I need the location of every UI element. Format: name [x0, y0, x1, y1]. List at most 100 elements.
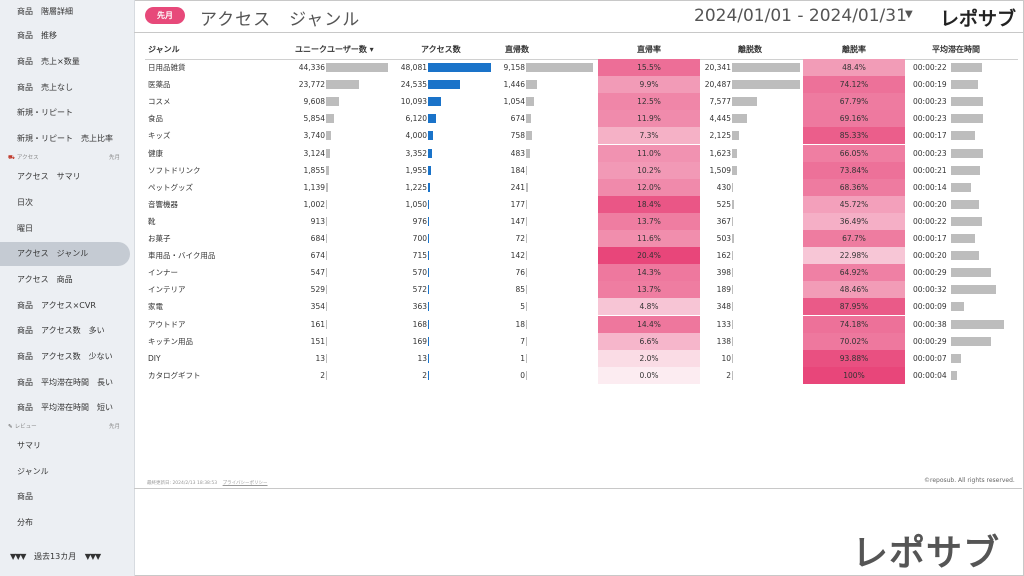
sidebar-item[interactable]: アクセス サマリ [17, 172, 81, 181]
access-count-bar [428, 319, 429, 329]
sidebar-item[interactable]: 商品 アクセス×CVR [17, 301, 96, 310]
access-count-bar [428, 251, 429, 261]
sidebar-item[interactable]: 日次 [17, 198, 33, 207]
sidebar-item[interactable]: 分布 [17, 518, 33, 527]
sidebar-item[interactable]: 商品 売上なし [17, 83, 73, 92]
sidebar-item[interactable]: 新規・リピート 売上比率 [17, 134, 113, 143]
table-row[interactable]: お菓子 684 700 72 503 11.6% 67.7% 00:00:17 [145, 230, 1018, 247]
access-count-bar [428, 148, 433, 158]
table-row[interactable]: 車用品・バイク用品 674 715 142 162 20.4% 22.98% 00:00:20 [145, 247, 1018, 265]
table-row[interactable]: 食品 5,854 6,120 674 4,445 11.9% 69.16% 00:00:23 [145, 110, 1018, 128]
avg-time-cell: 00:00:17 [913, 131, 947, 141]
table-row[interactable]: 音響機器 1,002 1,050 177 525 18.4% 45.72% 00:00:20 [145, 195, 1018, 213]
bounce-count-bar [526, 234, 527, 243]
sidebar-item[interactable]: 商品 推移 [17, 31, 57, 40]
period-badge[interactable]: 先月 [145, 7, 185, 24]
access-count-bar [428, 80, 461, 90]
access-count-cell: 13 [417, 353, 427, 363]
avg-time-cell: 00:00:21 [913, 165, 947, 175]
column-header[interactable]: ユニークユーザー数 ▾ [295, 45, 374, 54]
unique-users-cell: 674 [310, 251, 325, 261]
sidebar-item[interactable]: 商品 [17, 492, 33, 501]
table-row[interactable]: コスメ 9,608 10,093 1,054 7,577 12.5% 67.79% 00:00… [145, 93, 1018, 111]
table-row[interactable]: キッズ 3,740 4,000 758 2,125 7.3% 85.33% 00:00:17 [145, 127, 1018, 145]
column-header[interactable]: 平均滞在時間 [932, 45, 980, 54]
exit-count-cell: 430 [716, 182, 731, 192]
column-header[interactable]: 直帰率 [637, 45, 661, 54]
table-row[interactable]: カタログギフト 2 2 0 2 0.0% 100% 00:00:04 [145, 366, 1018, 384]
genre-cell: キッズ [148, 131, 171, 141]
sidebar-item[interactable]: 商品 アクセス数 少ない [17, 352, 113, 361]
table-row[interactable]: アウトドア 161 168 18 133 14.4% 74.18% 00:00:38 [145, 315, 1018, 333]
bounce-count-cell: 76 [515, 268, 525, 278]
sidebar-item[interactable]: 商品 アクセス数 多い [17, 326, 105, 335]
table-row[interactable]: キッチン用品 151 169 7 138 6.6% 70.02% 00:00:29 [145, 332, 1018, 350]
table-row[interactable]: ソフトドリンク 1,855 1,955 184 1,509 10.2% 73.84% 00:0… [145, 161, 1018, 179]
column-header[interactable]: 離脱率 [842, 45, 866, 54]
access-count-cell: 4,000 [405, 131, 427, 141]
avg-time-bar [951, 63, 982, 72]
sidebar-item[interactable]: アクセス 商品 [17, 275, 73, 284]
bounce-count-bar [526, 353, 527, 363]
sidebar-section-label: アクセス [16, 155, 39, 161]
sidebar-item[interactable]: 商品 平均滞在時間 短い [17, 403, 113, 412]
unique-users-bar [326, 319, 327, 329]
bounce-count-cell: 5 [520, 302, 525, 312]
bounce-count-cell: 18 [515, 319, 525, 329]
sidebar-item[interactable]: ジャンル [17, 467, 49, 476]
exit-rate-cell: 93.88% [803, 349, 905, 367]
exit-count-bar [732, 63, 800, 72]
exit-rate-cell: 74.18% [803, 315, 905, 333]
unique-users-cell: 1,139 [303, 182, 325, 192]
table-row[interactable]: 靴 913 976 147 367 13.7% 36.49% 00:00:22 [145, 212, 1018, 230]
privacy-link[interactable]: プライバシーポリシー [222, 481, 268, 486]
unique-users-cell: 44,336 [298, 63, 325, 72]
table-row[interactable]: 日用品雑貨 44,336 48,081 9,158 20,341 15.5% 48.4% 00… [145, 59, 1018, 76]
unique-users-bar [326, 370, 327, 380]
column-header[interactable]: 離脱数 [738, 45, 762, 54]
unique-users-bar [326, 80, 360, 90]
column-header[interactable]: ジャンル [148, 45, 180, 54]
exit-count-bar [732, 216, 734, 226]
table-row[interactable]: インナー 547 570 76 398 14.3% 64.92% 00:00:29 [145, 264, 1018, 282]
bounce-rate-cell: 12.5% [598, 93, 700, 111]
chevron-down-icon[interactable]: ▼ [905, 9, 913, 20]
sidebar-item[interactable]: 新規・リピート [17, 108, 73, 117]
table-row[interactable]: DIY 13 13 1 10 2.0% 93.88% 00:00:07 [145, 349, 1018, 367]
column-header[interactable]: 直帰数 [505, 45, 529, 54]
sidebar-item[interactable]: サマリ [17, 441, 41, 450]
avg-time-cell: 00:00:19 [913, 80, 947, 90]
avg-time-cell: 00:00:32 [913, 285, 947, 295]
genre-cell: ソフトドリンク [148, 165, 201, 175]
sidebar-item[interactable]: 商品 平均滞在時間 長い [17, 378, 113, 387]
bounce-rate-cell: 14.4% [598, 315, 700, 333]
avg-time-bar [951, 165, 981, 175]
genre-cell: DIY [148, 353, 161, 363]
date-range[interactable]: 2024/01/01 - 2024/01/31 [694, 6, 907, 26]
watermark-logo: レポサブ [852, 533, 1001, 574]
bounce-count-bar [526, 148, 530, 158]
table-row[interactable]: 健康 3,124 3,352 483 1,623 11.0% 66.05% 00:00:23 [145, 144, 1018, 162]
exit-count-cell: 1,623 [709, 148, 731, 158]
sidebar-item[interactable]: 商品 階層詳細 [17, 7, 73, 16]
genre-cell: お菓子 [148, 234, 171, 243]
access-count-bar [428, 182, 430, 192]
sidebar-item[interactable]: アクセス ジャンル [0, 242, 130, 266]
period-selector[interactable]: ▼▼▼ 過去13カ月 ▼▼▼ [10, 551, 101, 562]
exit-count-bar [732, 285, 733, 295]
sidebar-item[interactable]: 商品 売上×数量 [17, 57, 80, 66]
table-row[interactable]: 家電 354 363 5 348 4.8% 87.95% 00:00:09 [145, 298, 1018, 316]
table-row[interactable]: インテリア 529 572 85 189 13.7% 48.46% 00:00:32 [145, 281, 1018, 299]
access-count-cell: 24,535 [400, 80, 427, 90]
exit-rate-cell: 85.33% [803, 127, 905, 145]
column-header[interactable]: アクセス数 [421, 45, 461, 54]
avg-time-cell: 00:00:14 [913, 182, 947, 192]
pencil-icon: ✎ [8, 424, 13, 430]
table-row[interactable]: ペットグッズ 1,139 1,225 241 430 12.0% 68.36% 00:00:1… [145, 178, 1018, 196]
sidebar-section-review: ✎ レビュー 先月 [8, 422, 120, 432]
logo: レポサブ [940, 8, 1017, 30]
bounce-count-bar [526, 302, 527, 312]
sidebar-item[interactable]: 曜日 [17, 224, 33, 233]
table-row[interactable]: 医薬品 23,772 24,535 1,446 20,487 9.9% 74.12% 00:0… [145, 76, 1018, 94]
exit-count-cell: 20,341 [704, 63, 731, 72]
